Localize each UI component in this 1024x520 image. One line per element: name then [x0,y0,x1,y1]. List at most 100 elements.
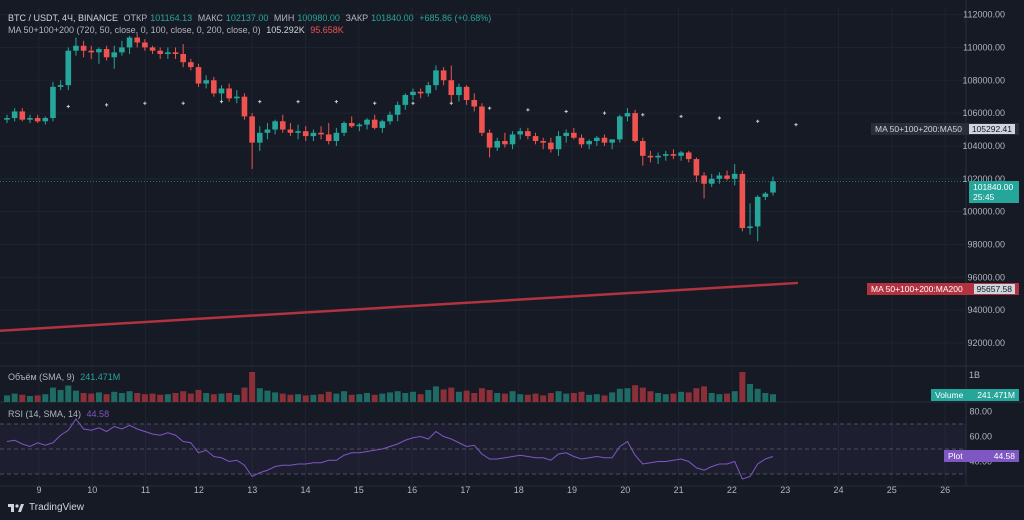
bar-countdown: 25:45 [973,192,995,202]
volume-bar [341,391,348,402]
volume-bar [111,391,118,402]
candle-body [747,226,753,229]
candle-body [387,114,393,122]
candle-body [302,131,309,137]
volume-bar [34,395,41,402]
volume-bar [739,372,746,402]
ma50-marker [104,103,109,107]
candle-body [80,45,87,51]
volume-bar [210,394,217,402]
candle-body [333,132,340,142]
volume-bar [685,392,692,402]
symbol-label[interactable]: BTC / USDT, 4Ч, BINANCE [8,13,119,23]
candle-body [563,132,569,137]
volume-bar [563,393,570,402]
price-tick-label: 96000.00 [967,272,1005,282]
price-tick-label: 100000.00 [962,207,1005,217]
x-tick-label: 25 [887,485,897,495]
candle-body [157,50,163,54]
ma50-marker [602,111,607,115]
ma200-tag-value: 95657.58 [973,284,1015,294]
candle-body [172,52,179,54]
candle-body [754,196,761,227]
candle-body [509,134,516,145]
x-tick-label: 20 [620,485,630,495]
candle-body [394,104,401,115]
low-label: МИН [273,13,295,23]
volume-bar [578,391,585,402]
high-value: 102137.00 [225,13,269,23]
ma50-marker [411,101,415,105]
candle-body [34,118,41,122]
close-label: ЗАКР [345,13,369,23]
volume-bar [371,394,378,402]
ma-legend[interactable]: MA 50+100+200 (720, 50, close, 0, 100, c… [8,25,347,35]
candle-body [417,91,424,94]
volume-tag-value: 241.471M [977,390,1015,400]
x-tick-label: 23 [780,485,790,495]
rsi-legend[interactable]: RSI (14, SMA, 14) 44.58 [8,409,112,419]
volume-bar [387,392,393,402]
candle-body [601,137,608,143]
ma50-marker [487,106,492,110]
volume-bar [164,394,171,402]
volume-bar [716,394,723,402]
volume-bar [570,393,577,402]
candle-body [479,106,485,133]
tradingview-logo[interactable]: TradingView [8,502,84,513]
x-tick-label: 9 [36,485,41,495]
high-label: МАКС [197,13,223,23]
candle-body [188,62,194,68]
volume-bar [409,391,416,402]
candle-body [494,141,501,148]
candle-body [165,52,171,54]
volume-bar [471,393,478,402]
volume-bar [172,393,179,402]
volume-legend[interactable]: Объём (SMA, 9) 241.471M [8,372,123,382]
rsi-plot-tag: Plot 44.58 [944,450,1019,462]
candle-body [379,121,386,128]
volume-pane [4,372,776,402]
volume-bar [547,393,554,402]
volume-bar [11,393,18,402]
volume-bar [203,393,210,402]
candle-body [662,154,669,156]
candle-body [341,122,347,133]
volume-bar [379,393,386,402]
ma50-marker [641,113,645,117]
volume-bar [233,394,240,402]
rsi-label: RSI (14, SMA, 14) [8,409,82,419]
x-tick-label: 22 [727,485,737,495]
candle-body [241,96,248,117]
candle-body [65,50,72,86]
ma50-marker [717,116,721,120]
volume-bar [448,387,455,402]
candle-body [119,47,125,53]
candle-body [234,96,240,99]
candle-body [348,122,355,127]
ma50-tag-label: MA 50+100+200:MA50 [875,124,962,134]
candle-body [632,113,638,142]
volume-bar [509,391,516,402]
volume-bar [586,394,593,402]
volume-bar [517,394,524,402]
candle-body [639,141,646,156]
volume-bar [639,387,646,402]
candle-body [264,129,271,133]
candle-body [134,37,141,43]
volume-bar [249,372,256,402]
candle-body [486,132,493,148]
volume-bar [670,393,677,402]
candle-body [50,86,56,119]
candle-body [256,132,263,143]
candle-body [517,131,524,135]
price-tick-label: 112000.00 [963,10,1005,20]
volume-bar [747,384,754,402]
price-pane [0,34,966,332]
candle-body [142,42,148,48]
volume-bar [440,389,447,402]
candle-body [310,132,317,137]
candle-body [11,111,18,119]
price-tick-label: 98000.00 [967,239,1005,249]
